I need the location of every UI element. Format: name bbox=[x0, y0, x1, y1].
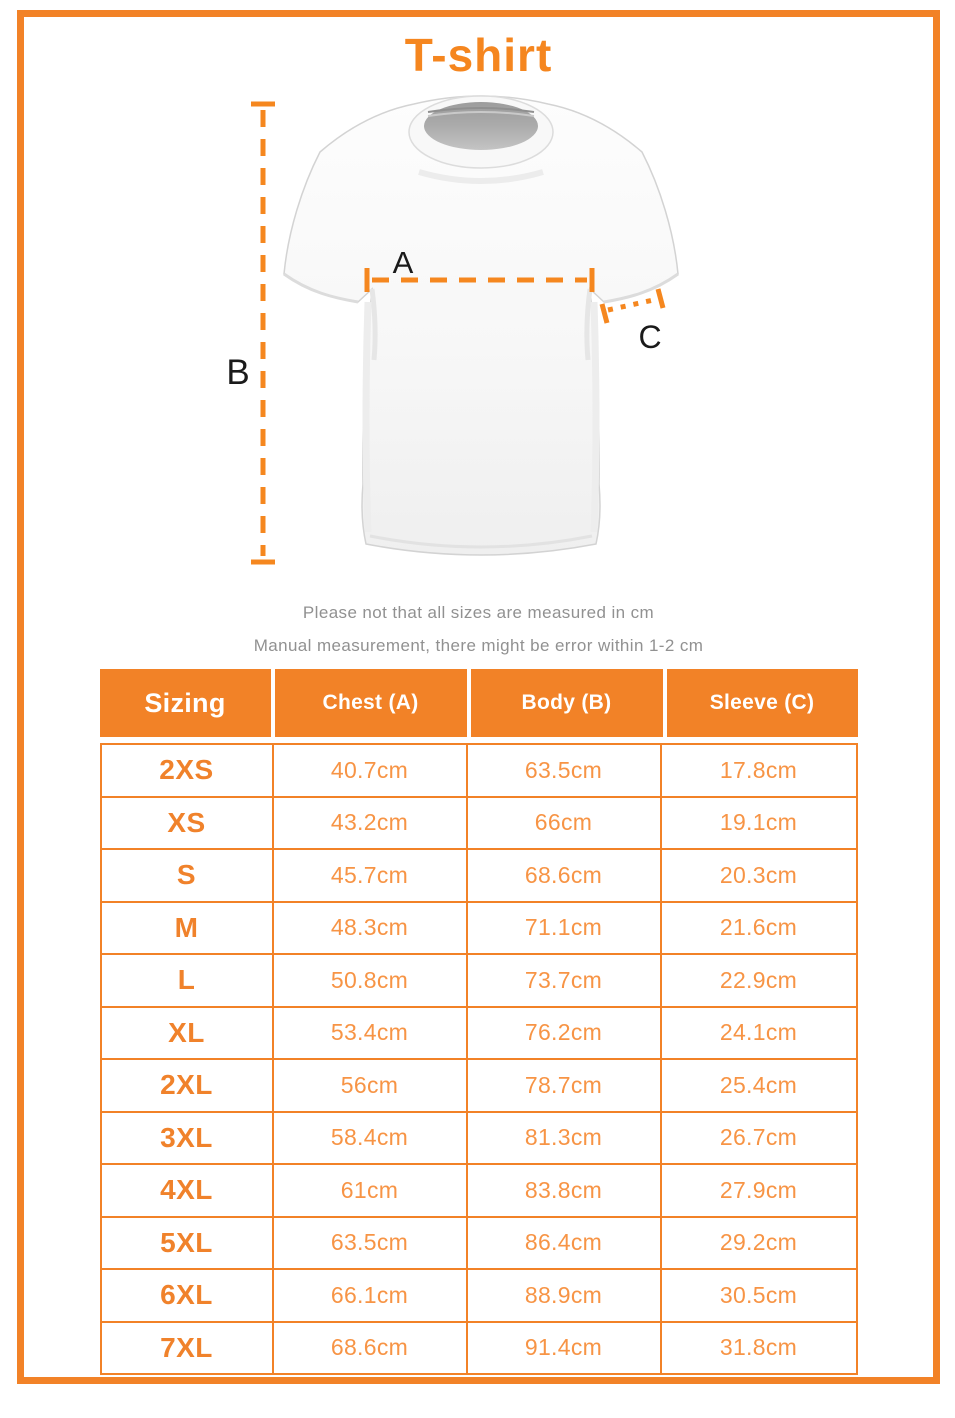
note-units: Please not that all sizes are measured i… bbox=[302, 603, 655, 623]
body-cell: 76.2cm bbox=[468, 1007, 662, 1059]
size-cell: 5XL bbox=[102, 1217, 274, 1269]
chest-cell: 50.8cm bbox=[274, 955, 468, 1006]
table-row: 3XL 58.4cm 81.3cm 26.7cm bbox=[101, 1112, 856, 1166]
table-row: 2XS 40.7cm 63.5cm 17.8cm bbox=[101, 745, 856, 798]
size-cell: 2XS bbox=[102, 745, 274, 796]
sleeve-cell: 21.6cm bbox=[719, 914, 798, 941]
col-header-sleeve: Sleeve (C) bbox=[666, 669, 858, 738]
sleeve-cell: 26.7cm bbox=[719, 1124, 798, 1151]
body-cell: 68.6cm bbox=[468, 850, 662, 901]
body-cell: 86.4cm bbox=[468, 1217, 662, 1269]
chest-cell: 66.1cm bbox=[274, 1270, 468, 1321]
sleeve-cell: 30.5cm bbox=[719, 1281, 798, 1308]
sleeve-cell: 17.8cm bbox=[719, 756, 798, 783]
table-row: XL 53.4cm 76.2cm 24.1cm bbox=[101, 1007, 856, 1061]
note-tolerance: Manual measurement, there might be error… bbox=[253, 636, 704, 656]
size-table-header: Sizing Chest (A) Body (B) Sleeve (C) bbox=[99, 669, 858, 738]
chest-cell: 58.4cm bbox=[274, 1112, 468, 1164]
table-row: L 50.8cm 73.7cm 22.9cm bbox=[101, 955, 856, 1008]
chest-cell: 63.5cm bbox=[274, 1217, 468, 1269]
size-cell: L bbox=[102, 955, 274, 1006]
size-cell: S bbox=[102, 850, 274, 901]
sleeve-cell: 25.4cm bbox=[719, 1071, 798, 1098]
page-title: T-shirt bbox=[404, 29, 553, 81]
tshirt-measurement-diagram: A B C bbox=[226, 95, 679, 565]
table-row: 4XL 61cm 83.8cm 27.9cm bbox=[101, 1165, 856, 1218]
measure-label-b: B bbox=[226, 353, 249, 392]
table-row: XS 43.2cm 66cm 19.1cm bbox=[101, 797, 856, 851]
size-cell: 4XL bbox=[102, 1165, 274, 1216]
sleeve-cell: 19.1cm bbox=[719, 809, 798, 836]
measure-label-a: A bbox=[393, 245, 414, 280]
size-cell: 7XL bbox=[102, 1322, 274, 1374]
size-cell: XS bbox=[102, 797, 274, 849]
tshirt-graphic bbox=[283, 95, 679, 556]
col-header-sizing: Sizing bbox=[99, 669, 271, 738]
size-table-body: 2XS 40.7cm 63.5cm 17.8cm XS 43.2cm 66cm … bbox=[99, 743, 858, 1376]
sleeve-measure-line bbox=[599, 288, 666, 324]
sleeve-cell: 29.2cm bbox=[719, 1229, 798, 1256]
chest-cell: 68.6cm bbox=[274, 1322, 468, 1374]
page-frame: T-shirt bbox=[17, 10, 940, 1384]
body-cell: 73.7cm bbox=[468, 955, 662, 1006]
body-cell: 63.5cm bbox=[468, 745, 662, 796]
sleeve-cell: 27.9cm bbox=[719, 1176, 798, 1203]
size-table: Sizing Chest (A) Body (B) Sleeve (C) 2XS… bbox=[99, 669, 858, 1376]
table-row: M 48.3cm 71.1cm 21.6cm bbox=[101, 902, 856, 956]
body-cell: 78.7cm bbox=[468, 1060, 662, 1111]
table-row: 7XL 68.6cm 91.4cm 31.8cm bbox=[102, 1322, 856, 1374]
chest-cell: 53.4cm bbox=[274, 1007, 468, 1059]
sleeve-cell: 24.1cm bbox=[719, 1019, 798, 1046]
chest-cell: 45.7cm bbox=[274, 850, 468, 901]
size-cell: XL bbox=[102, 1007, 274, 1059]
body-cell: 83.8cm bbox=[468, 1165, 662, 1216]
chest-measure-line bbox=[364, 268, 595, 293]
chest-cell: 56cm bbox=[274, 1060, 468, 1111]
size-cell: 2XL bbox=[102, 1060, 274, 1111]
chest-cell: 40.7cm bbox=[274, 745, 468, 796]
table-row: 6XL 66.1cm 88.9cm 30.5cm bbox=[101, 1270, 856, 1323]
body-measure-line bbox=[251, 101, 275, 565]
body-cell: 91.4cm bbox=[468, 1322, 662, 1374]
size-cell: 3XL bbox=[102, 1112, 274, 1164]
body-cell: 88.9cm bbox=[468, 1270, 662, 1321]
col-header-body: Body (B) bbox=[470, 669, 663, 738]
size-cell: 6XL bbox=[102, 1270, 274, 1321]
table-row: S 45.7cm 68.6cm 20.3cm bbox=[101, 850, 856, 903]
col-header-chest: Chest (A) bbox=[274, 669, 467, 738]
body-cell: 71.1cm bbox=[468, 902, 662, 954]
sleeve-cell: 20.3cm bbox=[719, 861, 798, 888]
chest-cell: 48.3cm bbox=[274, 902, 468, 954]
sleeve-cell: 31.8cm bbox=[719, 1334, 798, 1361]
body-cell: 81.3cm bbox=[468, 1112, 662, 1164]
table-row: 5XL 63.5cm 86.4cm 29.2cm bbox=[101, 1217, 856, 1271]
sleeve-cell: 22.9cm bbox=[719, 966, 798, 993]
chest-cell: 43.2cm bbox=[274, 797, 468, 849]
chest-cell: 61cm bbox=[274, 1165, 468, 1216]
table-row: 2XL 56cm 78.7cm 25.4cm bbox=[101, 1060, 856, 1113]
body-cell: 66cm bbox=[468, 797, 662, 849]
measure-label-c: C bbox=[638, 319, 661, 355]
size-cell: M bbox=[102, 902, 274, 954]
